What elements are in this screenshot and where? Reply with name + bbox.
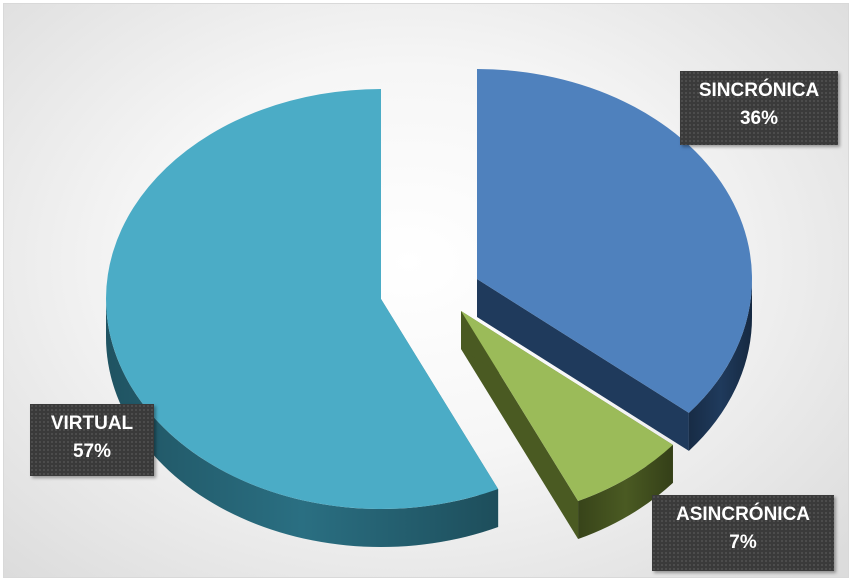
pie-slices [105,69,753,547]
slice-name: ASINCRÓNICA [675,504,811,525]
slice-cut-wall [477,279,689,451]
chart-area: SINCRÓNICA 36% ASINCRÓNICA 7% VIRTUAL 57… [3,3,849,578]
slice-percent: 7% [729,532,757,553]
data-label-virtual: VIRTUAL 57% [30,404,154,476]
slice-top-face [477,69,753,413]
slice-name: SINCRÓNICA [698,80,820,101]
slice-side-shade [578,444,673,540]
slice-side-shade [106,299,499,547]
slice-percent: 57% [72,441,112,462]
slice-side-shade [688,279,752,451]
slice-asincronica [461,311,673,540]
slice-cut-wall [461,311,579,540]
slice-top-face [105,88,499,509]
data-label-sincronica: SINCRÓNICA 36% [680,71,838,145]
slice-top-face [461,311,673,502]
slice-name: VIRTUAL [50,413,134,434]
data-label-asincronica: ASINCRÓNICA 7% [652,495,834,571]
slice-percent: 36% [739,108,779,129]
slice-sincronica [477,69,753,451]
slice-virtual [105,88,499,547]
pie-chart [105,69,753,547]
